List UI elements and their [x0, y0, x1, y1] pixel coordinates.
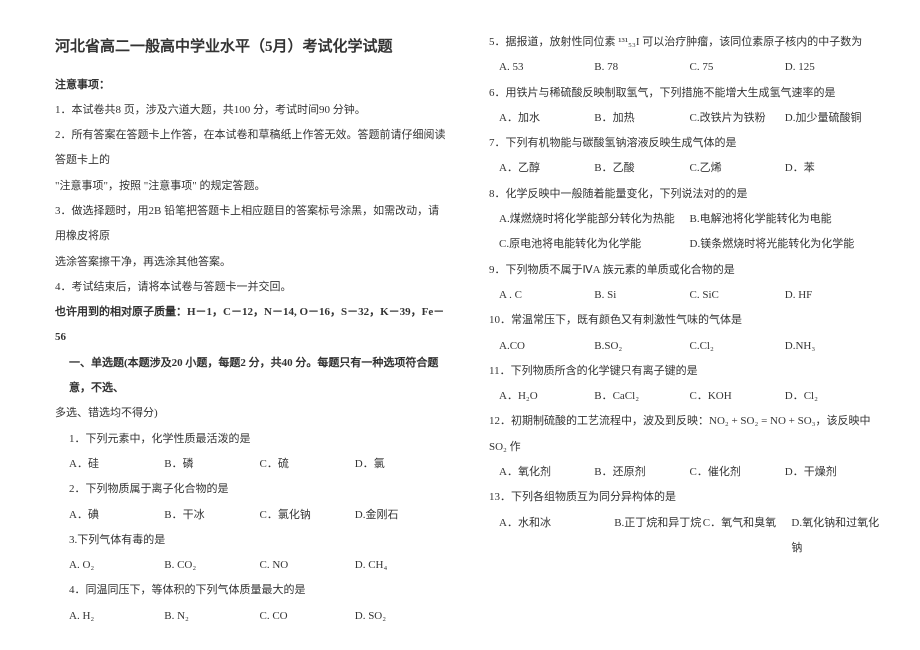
question-text: 13．下列各组物质互为同分异构体的是	[485, 485, 880, 510]
option: A．加水	[499, 106, 594, 131]
option: D．氯	[355, 452, 450, 477]
question-options: A. 53 B. 78 C. 75 D. 125	[485, 55, 880, 80]
option: C．KOH	[690, 384, 785, 409]
question-options: A．加水 B．加热 C.改铁片为铁粉 D.加少量硫酸铜	[485, 106, 880, 131]
option: A．碘	[69, 503, 164, 528]
question-options: A．硅 B．磷 C．硫 D．氯	[55, 452, 450, 477]
option: C. 75	[690, 55, 785, 80]
option: C.Cl₂	[690, 334, 785, 359]
atomic-mass: 也许用到的相对原子质量：H－1，C－12，N－14, O－16，S－32，K－3…	[55, 300, 450, 351]
question-text: 12．初期制硫酸的工艺流程中，波及到反映：NO₂ + SO₂ = NO + SO…	[485, 409, 880, 460]
option: D．苯	[785, 156, 880, 181]
option: B. N₂	[164, 604, 259, 629]
option: A．氧化剂	[499, 460, 594, 485]
option: C.原电池将电能转化为化学能	[499, 232, 690, 257]
option: B．CaCl₂	[594, 384, 689, 409]
option: C．氯化钠	[260, 503, 355, 528]
section-header: 一、单选题(本题涉及20 小题，每题2 分，共40 分。每题只有一种选项符合题意…	[55, 351, 450, 402]
question-options: A . C B. Si C. SiC D. HF	[485, 283, 880, 308]
right-column: 5．据报道，放射性同位素 ¹³¹₅₃I 可以治疗肿瘤，该同位素原子核内的中子数为…	[475, 30, 885, 630]
option: C. SiC	[690, 283, 785, 308]
option: A．乙醇	[499, 156, 594, 181]
option: B．干冰	[164, 503, 259, 528]
option: D. 125	[785, 55, 880, 80]
option: A . C	[499, 283, 594, 308]
question-text: 10．常温常压下，既有颜色又有刺激性气味的气体是	[485, 308, 880, 333]
question-text: 5．据报道，放射性同位素 ¹³¹₅₃I 可以治疗肿瘤，该同位素原子核内的中子数为	[485, 30, 880, 55]
option: A．水和冰	[499, 511, 614, 562]
exam-page: 河北省高二一般高中学业水平（5月）考试化学试题 注意事项： 1．本试卷共8 页，…	[0, 0, 920, 650]
option: D.镁条燃烧时将光能转化为化学能	[690, 232, 881, 257]
question-options: A. H₂ B. N₂ C. CO D. SO₂	[55, 604, 450, 629]
option: D．Cl₂	[785, 384, 880, 409]
question-text: 8．化学反映中一般随着能量变化，下列说法对的的是	[485, 182, 880, 207]
option: B.SO₂	[594, 334, 689, 359]
option: B.正丁烷和异丁烷	[614, 511, 703, 562]
option: C．硫	[260, 452, 355, 477]
question-text: 1．下列元素中，化学性质最活泼的是	[55, 427, 450, 452]
option: D.氧化钠和过氧化钠	[791, 511, 880, 562]
question-options: A．H₂O B．CaCl₂ C．KOH D．Cl₂	[485, 384, 880, 409]
option: D.NH₃	[785, 334, 880, 359]
option: C.改铁片为铁粉	[690, 106, 785, 131]
question-text: 6．用铁片与稀硫酸反映制取氢气，下列措施不能增大生成氢气速率的是	[485, 81, 880, 106]
question-text: 7．下列有机物能与碳酸氢钠溶液反映生成气体的是	[485, 131, 880, 156]
option: B.电解池将化学能转化为电能	[690, 207, 881, 232]
question-options: A.CO B.SO₂ C.Cl₂ D.NH₃	[485, 334, 880, 359]
option: C. NO	[260, 553, 355, 578]
option: D. HF	[785, 283, 880, 308]
question-text: 4．同温同压下，等体积的下列气体质量最大的是	[55, 578, 450, 603]
option: B．还原剂	[594, 460, 689, 485]
question-options: A．水和冰 B.正丁烷和异丁烷 C．氧气和臭氧 D.氧化钠和过氧化钠	[485, 511, 880, 562]
option: C．催化剂	[690, 460, 785, 485]
option: A. H₂	[69, 604, 164, 629]
option: C. CO	[260, 604, 355, 629]
question-text: 9．下列物质不属于ⅣA 族元素的单质或化合物的是	[485, 258, 880, 283]
option: B. Si	[594, 283, 689, 308]
option: A.煤燃烧时将化学能部分转化为热能	[499, 207, 690, 232]
notice-header: 注意事项：	[55, 73, 450, 98]
question-text: 3.下列气体有毒的是	[55, 528, 450, 553]
option: D.加少量硫酸铜	[785, 106, 880, 131]
question-options: A．氧化剂 B．还原剂 C．催化剂 D．干燥剂	[485, 460, 880, 485]
option: D．干燥剂	[785, 460, 880, 485]
option: B．加热	[594, 106, 689, 131]
option: A．硅	[69, 452, 164, 477]
question-options: A.煤燃烧时将化学能部分转化为热能 B.电解池将化学能转化为电能	[485, 207, 880, 232]
option: C．氧气和臭氧	[703, 511, 792, 562]
option: B. CO₂	[164, 553, 259, 578]
question-options: C.原电池将电能转化为化学能 D.镁条燃烧时将光能转化为化学能	[485, 232, 880, 257]
option: A. O₂	[69, 553, 164, 578]
option: B．磷	[164, 452, 259, 477]
question-options: A．乙醇 B．乙酸 C.乙烯 D．苯	[485, 156, 880, 181]
question-text: 11．下列物质所含的化学键只有离子键的是	[485, 359, 880, 384]
option: D.金刚石	[355, 503, 450, 528]
question-options: A．碘 B．干冰 C．氯化钠 D.金刚石	[55, 503, 450, 528]
notice-line: 选涂答案擦干净，再选涂其他答案。	[55, 250, 450, 275]
question-text: 2．下列物质属于离子化合物的是	[55, 477, 450, 502]
notice-line: 4．考试结束后，请将本试卷与答题卡一并交回。	[55, 275, 450, 300]
notice-line: 2．所有答案在答题卡上作答，在本试卷和草稿纸上作答无效。答题前请仔细阅读答题卡上…	[55, 123, 450, 174]
option: D. CH₄	[355, 553, 450, 578]
notice-line: 1．本试卷共8 页，涉及六道大题，共100 分，考试时间90 分钟。	[55, 98, 450, 123]
option: C.乙烯	[690, 156, 785, 181]
option: B. 78	[594, 55, 689, 80]
option: D. SO₂	[355, 604, 450, 629]
notice-line: "注意事项"，按照 "注意事项" 的规定答题。	[55, 174, 450, 199]
left-column: 河北省高二一般高中学业水平（5月）考试化学试题 注意事项： 1．本试卷共8 页，…	[55, 30, 475, 630]
exam-title: 河北省高二一般高中学业水平（5月）考试化学试题	[55, 30, 450, 65]
option: A.CO	[499, 334, 594, 359]
section-header-cont: 多选、错选均不得分)	[55, 401, 450, 426]
option: B．乙酸	[594, 156, 689, 181]
notice-line: 3．做选择题时，用2B 铅笔把答题卡上相应题目的答案标号涂黑，如需改动，请用橡皮…	[55, 199, 450, 250]
option: A．H₂O	[499, 384, 594, 409]
question-options: A. O₂ B. CO₂ C. NO D. CH₄	[55, 553, 450, 578]
option: A. 53	[499, 55, 594, 80]
